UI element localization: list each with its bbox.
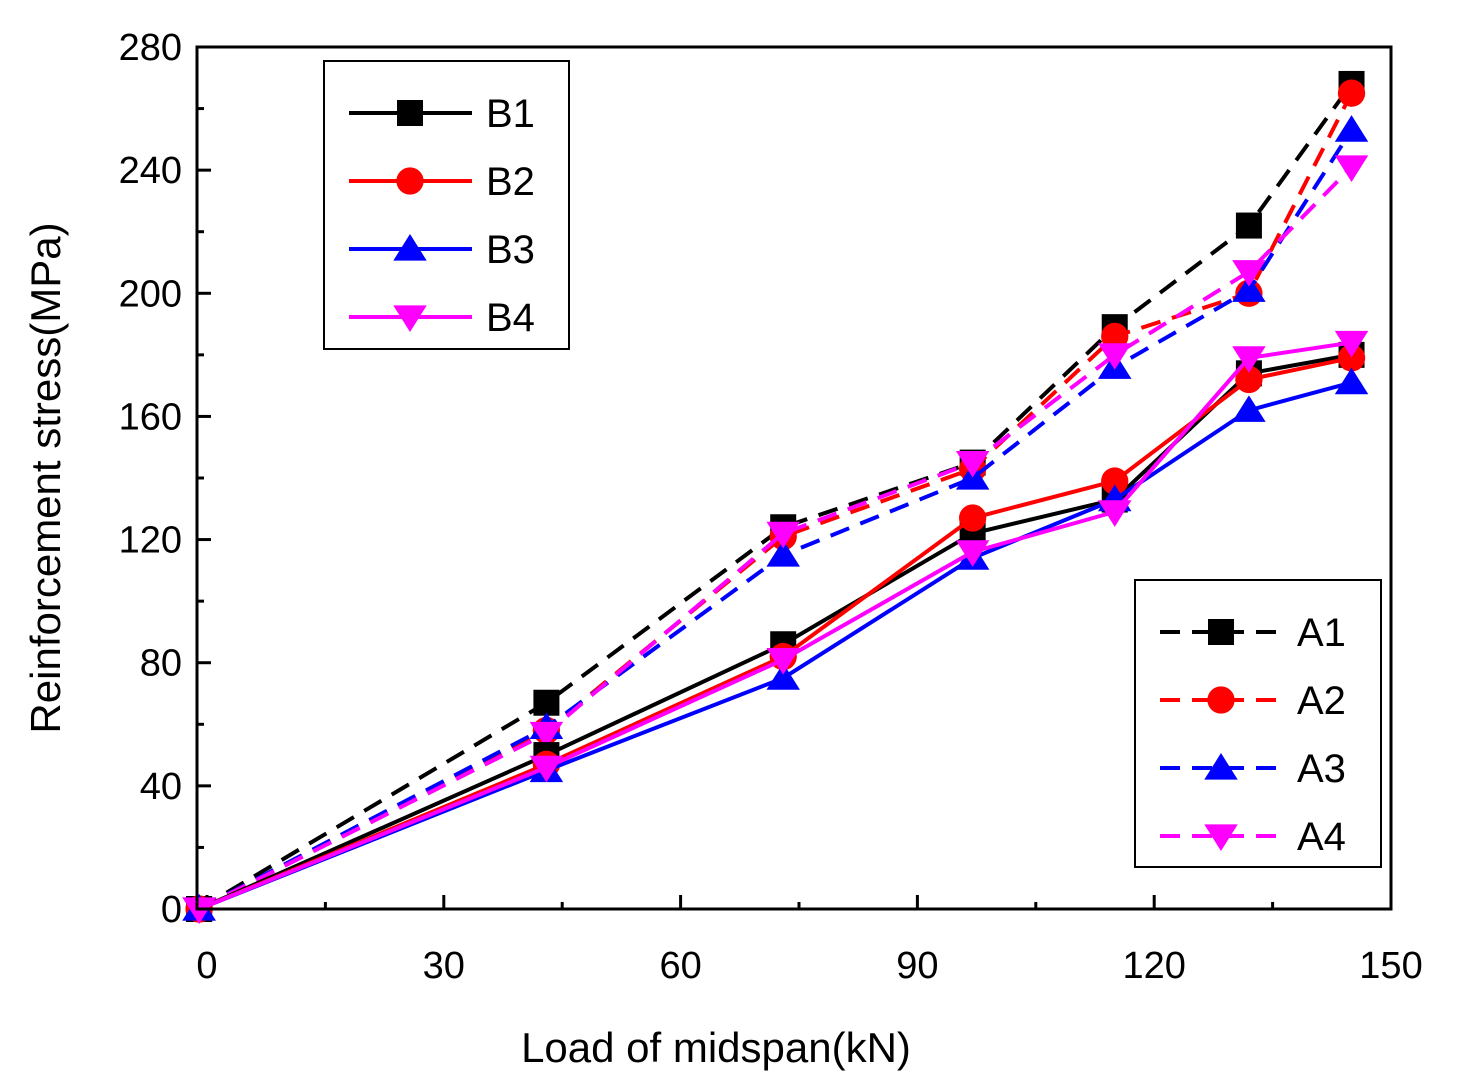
- legend-label: A2: [1297, 679, 1346, 723]
- series-b4-point: [529, 755, 564, 783]
- series-b2-point: [1101, 467, 1129, 495]
- tick-label-layer: 0 30 60 90 120 150 0 40 80 120 160 200 240 280: [119, 27, 1423, 987]
- y-tick-label: 120: [119, 520, 182, 562]
- series-b4-point: [1232, 346, 1266, 373]
- y-tick-label: 40: [140, 766, 182, 808]
- legend-bottom-right: A1 A2 A3 A4: [1134, 579, 1382, 868]
- series-a4: [182, 155, 1369, 924]
- legend-marker: [1204, 753, 1238, 780]
- legend-top-left: B1 B2 B3 B4: [323, 60, 570, 350]
- series-b4-point: [955, 540, 990, 567]
- x-tick-label: 30: [423, 945, 465, 987]
- legend-marker: [393, 305, 427, 332]
- series-b4-point: [182, 897, 216, 924]
- legend-label: B2: [486, 160, 535, 204]
- y-tick-label: 200: [119, 273, 182, 315]
- series-b2-point: [959, 504, 987, 532]
- legend-label: A1: [1297, 611, 1346, 655]
- legend-box: [1134, 579, 1382, 868]
- x-tick-label: 60: [659, 945, 701, 987]
- legend-marker: [397, 100, 423, 126]
- legend-marker: [393, 234, 427, 261]
- series-b3-point: [766, 663, 800, 690]
- series-a1-point: [533, 689, 560, 716]
- y-tick-label: 280: [119, 27, 182, 69]
- series-a4-point: [766, 521, 800, 549]
- legend-label: B4: [486, 296, 535, 340]
- series-b2-point: [1235, 365, 1263, 394]
- series-b4-point: [1097, 500, 1132, 527]
- series-a3-point: [766, 540, 800, 567]
- x-tick-label: 0: [196, 945, 217, 987]
- series-a4-point: [1334, 155, 1369, 183]
- y-tick-label: 80: [140, 643, 182, 685]
- legend-marker: [396, 167, 424, 195]
- series-b2-point: [1337, 344, 1366, 372]
- y-axis-title: Reinforcement stress(MPa): [22, 222, 69, 733]
- legend-label: A4: [1297, 815, 1346, 859]
- series-a3-point: [1334, 115, 1369, 142]
- series-b4: [182, 330, 1369, 924]
- series-a4-point: [955, 450, 990, 478]
- series-b3-point: [1334, 367, 1369, 395]
- series-a1-point: [1235, 212, 1262, 239]
- x-tick-label: 90: [896, 945, 938, 987]
- y-tick-label: 0: [161, 889, 182, 931]
- x-tick-label: 150: [1359, 945, 1422, 987]
- series-a2-point: [1337, 79, 1366, 107]
- series-layer: [182, 70, 1369, 924]
- series-b3-point: [1232, 395, 1266, 422]
- series-a4-point: [529, 721, 564, 749]
- series-a4-point: [1097, 343, 1132, 370]
- legend-marker: [1208, 619, 1234, 645]
- y-tick-label: 240: [119, 150, 182, 192]
- x-axis-title: Load of midspan(kN): [521, 1024, 911, 1071]
- y-tick-label: 160: [119, 396, 182, 438]
- legend-label: B3: [486, 228, 535, 272]
- legend-marker: [1204, 824, 1238, 851]
- legend-label: B1: [486, 92, 535, 136]
- series-a4-point: [1232, 260, 1266, 287]
- legend-label: A3: [1297, 747, 1346, 791]
- legend-layer: B1 B2 B3 B4 A1 A2 A3 A4: [323, 60, 1382, 868]
- series-b4-point: [766, 647, 800, 675]
- x-tick-label: 120: [1122, 945, 1185, 987]
- legend-marker: [1207, 686, 1235, 714]
- legend-box: [323, 60, 570, 350]
- series-a3-point: [1232, 275, 1266, 302]
- series-b4-point: [1334, 330, 1369, 358]
- plot-frame: [195, 45, 1393, 911]
